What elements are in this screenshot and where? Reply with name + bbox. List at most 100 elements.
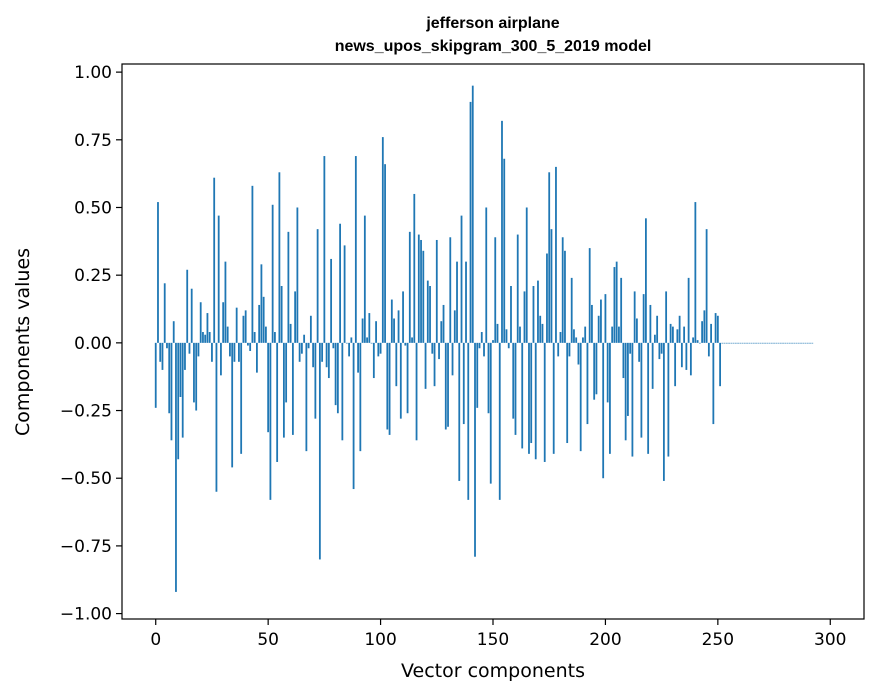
bar [579,342,582,452]
bar [411,337,413,343]
bar [204,334,207,343]
bar [602,342,605,479]
bar [552,342,555,454]
bar [321,342,324,362]
bar [208,332,211,343]
bar [671,326,674,343]
bar [485,207,488,343]
bar [546,253,548,343]
bar [658,342,661,360]
bar [323,156,326,343]
bar [802,342,805,344]
bar [525,207,528,343]
bar [494,237,497,343]
bar [449,237,452,343]
bar [188,342,191,354]
bar [339,223,341,343]
bar [588,248,591,343]
bar [766,342,769,344]
bar [550,229,553,343]
bar [222,302,225,343]
bar [696,340,699,343]
bar [795,342,798,344]
bar [305,342,308,452]
bar [336,342,339,414]
bar [683,326,686,343]
bar [503,158,506,343]
bar [327,342,330,379]
bar [786,342,789,344]
x-tick-label: 100 [364,630,396,650]
bar [399,342,402,419]
bar [343,245,346,343]
bar [647,342,650,454]
bar [496,323,499,343]
bar [199,302,202,343]
bar [330,258,333,343]
bar [294,291,297,343]
bar [345,342,348,344]
bar [467,342,470,500]
bar [179,342,182,397]
bar [761,342,764,344]
bar [651,342,654,389]
bar [184,342,186,370]
bar [375,321,377,343]
bar [408,231,411,343]
bar [573,329,575,343]
x-tick-label: 150 [477,630,509,650]
bar [609,342,611,454]
bar [440,321,443,343]
bar [471,85,474,343]
bar [618,326,620,343]
bar [175,342,177,592]
bar [561,237,564,343]
bar [723,342,726,344]
bar [438,342,440,360]
bar [728,342,730,344]
bar [309,315,312,343]
bar [719,342,721,387]
bar [770,342,773,344]
y-tick-label: 0.50 [74,198,112,218]
bar [265,326,267,343]
bar [737,342,739,344]
bar [779,342,782,344]
bar [462,342,465,425]
y-tick-label: −0.75 [60,537,112,557]
bar [584,326,587,343]
bar [534,342,537,460]
bar [514,342,517,435]
bar [804,342,807,344]
bar [197,342,200,357]
bar [741,342,744,344]
bar [350,337,353,343]
y-tick-label: −0.25 [60,402,112,422]
bar [559,332,562,343]
bar [694,202,697,343]
bar [539,315,542,343]
bar [788,342,791,344]
bar [640,342,643,438]
bar [291,342,294,435]
bar [674,342,677,387]
bar [712,342,715,425]
bar [806,342,809,344]
bar [267,342,270,433]
bar [667,342,670,457]
bar [692,337,695,343]
bar [404,342,407,346]
bar [703,310,706,343]
bar [451,342,454,376]
bar [163,283,166,343]
bar [698,342,701,344]
bar [240,342,243,454]
bar [575,337,578,343]
bar [303,334,306,343]
bar [170,342,173,441]
bar [190,288,193,343]
bar [413,193,416,343]
bars-layer [154,85,814,592]
bar [498,342,501,500]
